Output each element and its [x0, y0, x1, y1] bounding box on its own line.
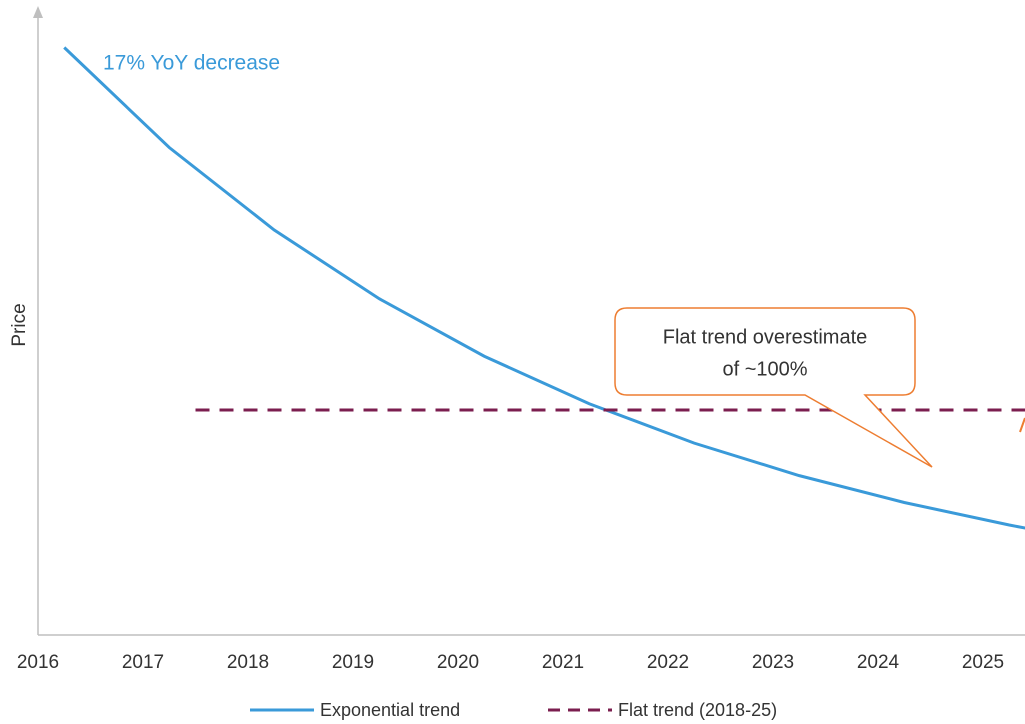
x-tick-label: 2022 [647, 652, 689, 673]
x-tick-label: 2019 [332, 652, 374, 673]
x-tick-label: 2021 [542, 652, 584, 673]
x-tick-label: 2018 [227, 652, 269, 673]
x-tick-label: 2016 [17, 652, 59, 673]
series-line [63, 46, 1025, 530]
x-tick-label: 2025 [962, 652, 1004, 673]
legend-label: Flat trend (2018-25) [618, 700, 777, 720]
y-axis-arrow [33, 6, 43, 18]
x-tick-label: 2020 [437, 652, 479, 673]
callout-box [614, 307, 933, 468]
annotation: 17% YoY decrease [103, 52, 280, 75]
callout-text: of ~100% [722, 358, 807, 380]
y-axis-label: Price [9, 303, 30, 346]
arrow-fragment [1019, 417, 1025, 433]
x-tick-label: 2017 [122, 652, 164, 673]
x-tick-label: 2023 [752, 652, 794, 673]
x-tick-label: 2024 [857, 652, 900, 673]
callout-text: Flat trend overestimate [663, 326, 868, 348]
legend-label: Exponential trend [320, 700, 460, 720]
